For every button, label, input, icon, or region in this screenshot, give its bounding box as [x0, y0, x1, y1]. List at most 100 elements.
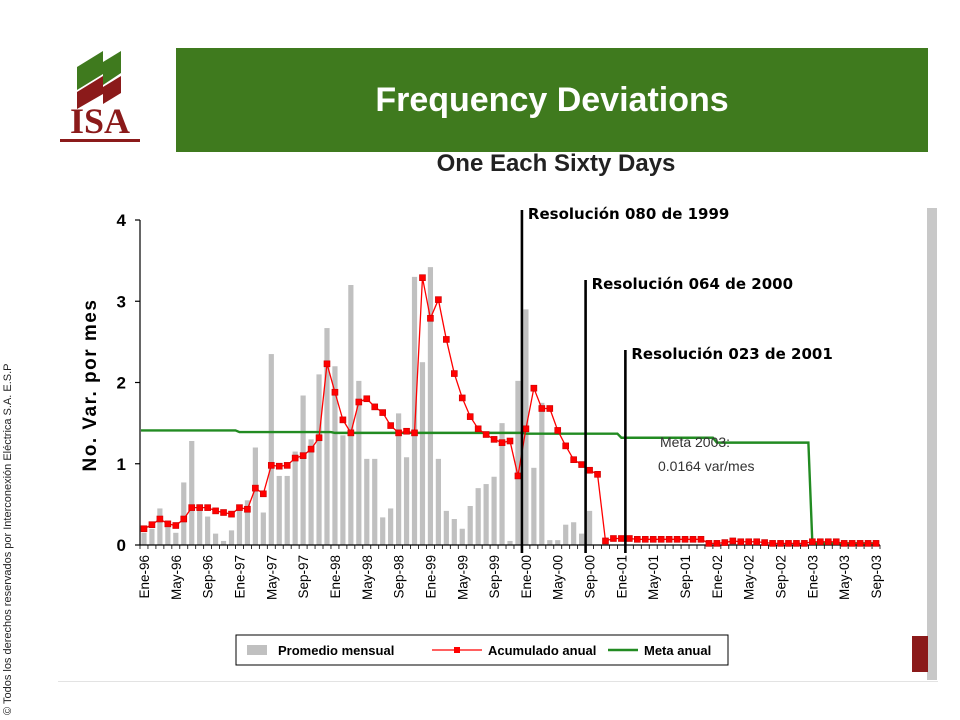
accumulated-point	[451, 370, 458, 377]
accumulated-point	[657, 536, 665, 543]
bar-promedio	[236, 510, 243, 545]
accumulated-point	[260, 490, 267, 498]
accumulated-point	[498, 439, 506, 446]
bar-promedio	[181, 482, 187, 545]
accumulated-point	[721, 539, 729, 546]
bar-promedio	[491, 476, 497, 545]
accumulated-point	[275, 462, 283, 470]
accumulated-point	[801, 540, 808, 547]
accumulated-point	[785, 540, 792, 547]
x-tick-label: May-03	[837, 555, 852, 600]
bar-promedio	[531, 467, 537, 545]
bar-promedio	[499, 423, 505, 545]
accumulated-point	[291, 454, 299, 462]
bar-promedio	[507, 540, 513, 545]
bar-promedio	[324, 328, 330, 545]
x-tick-label: May-00	[551, 555, 566, 600]
title-bar: Frequency Deviations	[176, 48, 928, 152]
bar-promedio	[212, 533, 219, 545]
bar-promedio	[340, 435, 346, 545]
bar-promedio	[555, 540, 561, 545]
x-tick-label: Sep-99	[487, 555, 502, 599]
accumulated-point	[649, 536, 657, 543]
accumulated-point	[148, 521, 156, 528]
accumulated-point	[355, 398, 363, 406]
accumulated-point	[817, 538, 824, 546]
accumulated-point	[387, 422, 394, 429]
accumulated-point	[339, 416, 347, 424]
bar-promedio	[435, 458, 441, 545]
frame-shadow	[927, 208, 937, 680]
accumulated-point	[530, 384, 538, 392]
accumulated-point	[689, 536, 697, 543]
accumulated-point	[832, 538, 840, 546]
bar-promedio	[189, 441, 195, 545]
accumulated-point	[793, 540, 800, 547]
accumulated-point	[618, 535, 625, 542]
y-tick-label: 0	[117, 536, 126, 555]
bar-promedio	[348, 285, 354, 545]
accumulated-point	[403, 427, 410, 435]
bar-promedio	[300, 395, 306, 545]
x-tick-label: May-02	[742, 555, 757, 600]
x-tick-label: May-01	[646, 555, 661, 600]
goal-note-line-1: Meta 2003:	[660, 434, 730, 450]
accumulated-point	[586, 466, 593, 474]
legend-marker-acumulado	[454, 647, 460, 653]
footer-divider	[58, 681, 938, 682]
bar-promedio	[539, 402, 545, 545]
accumulated-point	[824, 538, 832, 546]
accumulated-point	[761, 539, 768, 546]
bar-promedio	[173, 532, 179, 545]
bar-promedio	[579, 533, 585, 545]
accumulated-point	[315, 434, 323, 442]
bar-promedio	[547, 540, 553, 545]
accumulated-point	[435, 296, 442, 303]
accumulated-point	[371, 403, 379, 411]
bar-promedio	[356, 380, 362, 545]
x-tick-label: Ene-03	[805, 555, 820, 599]
accumulated-point	[212, 507, 219, 515]
accumulated-point	[578, 461, 585, 468]
bar-promedio	[316, 374, 322, 545]
accumulated-point	[228, 510, 235, 518]
accumulated-point	[705, 540, 713, 547]
x-tick-label: Sep-03	[869, 555, 884, 599]
legend-label-acumulado: Acumulado anual	[488, 643, 596, 658]
accumulated-point	[872, 540, 880, 547]
accumulated-point	[267, 462, 275, 469]
y-tick-label: 1	[117, 455, 126, 474]
bar-promedio	[268, 354, 274, 545]
accumulated-point	[220, 509, 227, 516]
accumulated-point	[188, 504, 196, 511]
x-tick-label: Sep-96	[201, 555, 216, 599]
accumulated-point	[172, 522, 180, 529]
accumulated-point	[427, 315, 434, 322]
accumulated-point	[307, 445, 315, 453]
accumulated-point	[554, 427, 562, 434]
accumulated-point	[466, 413, 474, 420]
accumulated-point	[164, 520, 172, 528]
page-subtitle: One Each Sixty Days	[436, 150, 676, 177]
bar-promedio	[276, 475, 282, 545]
accumulated-point	[379, 409, 386, 416]
accumulated-point	[864, 540, 872, 547]
bar-promedio	[308, 439, 314, 545]
isa-logo-mark: ISA	[60, 51, 140, 142]
x-tick-label: May-99	[455, 555, 470, 600]
accumulated-point	[538, 405, 546, 412]
x-tick-label: Sep-01	[678, 555, 693, 599]
bar-promedio	[388, 508, 394, 545]
bar-promedio	[483, 484, 489, 545]
accumulated-point	[196, 504, 203, 511]
accumulated-point	[737, 538, 745, 546]
x-tick-label: Sep-02	[774, 555, 789, 599]
bar-promedio	[380, 517, 386, 545]
accumulated-point	[570, 456, 577, 463]
bar-promedio	[205, 516, 211, 545]
legend-swatch-promedio	[247, 645, 267, 655]
bar-promedio	[292, 451, 298, 545]
bar-promedio	[443, 510, 449, 545]
accumulated-point	[729, 537, 737, 545]
x-tick-label: Ene-96	[137, 555, 152, 599]
